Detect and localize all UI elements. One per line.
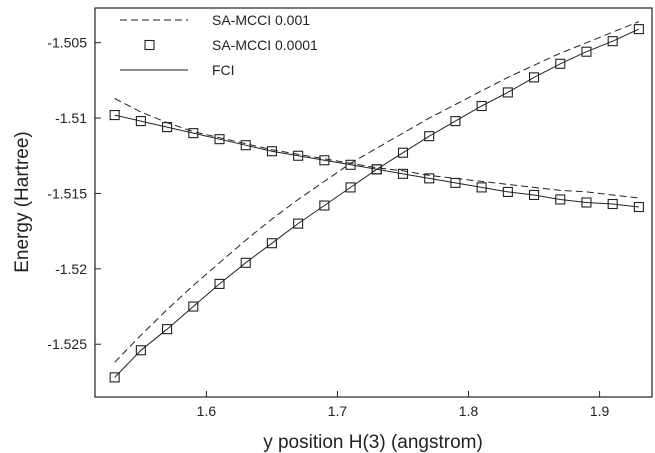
marker-square-lower bbox=[214, 134, 225, 145]
x-axis-title: y position H(3) (angstrom) bbox=[263, 432, 483, 453]
marker-square-upper bbox=[371, 164, 382, 175]
marker-square-lower bbox=[424, 173, 435, 184]
marker-square-upper bbox=[240, 257, 251, 268]
marker-square-upper bbox=[319, 200, 330, 211]
marker-square-lower bbox=[476, 182, 487, 193]
legend-swatch-square bbox=[144, 39, 155, 51]
marker-square-upper bbox=[528, 72, 540, 83]
legend-label: SA-MCCI 0.001 bbox=[212, 12, 310, 28]
x-tick-label: 1.6 bbox=[197, 403, 217, 419]
legend-label: SA-MCCI 0.0001 bbox=[212, 37, 318, 53]
x-axis-ticks: 1.6 1.7 1.8 1.9 bbox=[197, 391, 610, 419]
series-line-solid-upper bbox=[114, 28, 640, 378]
marker-square-upper bbox=[109, 372, 120, 383]
marker-square-lower bbox=[633, 201, 644, 213]
plot-area-frame bbox=[94, 7, 653, 398]
marker-square-upper bbox=[162, 324, 173, 335]
y-tick-label: -1.51 bbox=[55, 110, 87, 126]
series-line-dashed-upper bbox=[114, 21, 640, 363]
marker-square-lower bbox=[397, 168, 409, 179]
y-axis-title: Energy (Hartree) bbox=[12, 131, 33, 273]
marker-square-upper bbox=[450, 116, 461, 127]
marker-square-lower bbox=[188, 128, 199, 139]
y-axis-ticks: -1.525 -1.52 -1.515 -1.51 -1.505 bbox=[47, 35, 101, 352]
marker-square-upper bbox=[502, 87, 513, 98]
marker-square-upper bbox=[293, 218, 304, 229]
legend: SA-MCCI 0.001 SA-MCCI 0.0001 FCI bbox=[120, 12, 318, 78]
marker-square-lower bbox=[319, 155, 330, 166]
x-tick-label: 1.9 bbox=[590, 403, 610, 419]
marker-square-upper bbox=[581, 46, 592, 57]
marker-square-lower bbox=[293, 150, 304, 161]
marker-square-lower bbox=[555, 194, 566, 205]
marker-square-upper bbox=[188, 301, 199, 312]
y-tick-label: -1.525 bbox=[47, 336, 87, 352]
marker-square-upper bbox=[633, 24, 644, 35]
legend-label: FCI bbox=[212, 62, 235, 78]
series-line-dashed-lower bbox=[114, 98, 639, 199]
marker-square-lower bbox=[240, 140, 251, 151]
marker-square-upper bbox=[607, 36, 618, 47]
marker-square-lower bbox=[109, 110, 120, 121]
x-tick-label: 1.7 bbox=[328, 403, 348, 419]
marker-square-upper bbox=[135, 345, 146, 356]
series-layer bbox=[109, 21, 644, 383]
x-tick-label: 1.8 bbox=[459, 403, 479, 419]
marker-square-upper bbox=[214, 278, 225, 289]
marker-square-lower bbox=[162, 122, 173, 133]
marker-square-upper bbox=[476, 100, 487, 112]
y-tick-label: -1.505 bbox=[47, 35, 87, 51]
marker-square-upper bbox=[345, 182, 356, 193]
marker-square-upper bbox=[266, 238, 277, 249]
marker-square-upper bbox=[397, 147, 409, 158]
marker-square-lower bbox=[266, 146, 277, 157]
marker-square-upper bbox=[424, 131, 435, 142]
marker-square-lower bbox=[135, 116, 146, 127]
marker-square-lower bbox=[345, 159, 356, 170]
y-tick-label: -1.515 bbox=[47, 185, 87, 201]
y-tick-label: -1.52 bbox=[55, 261, 87, 277]
marker-square-lower bbox=[450, 177, 461, 188]
marker-square-upper bbox=[555, 58, 566, 69]
